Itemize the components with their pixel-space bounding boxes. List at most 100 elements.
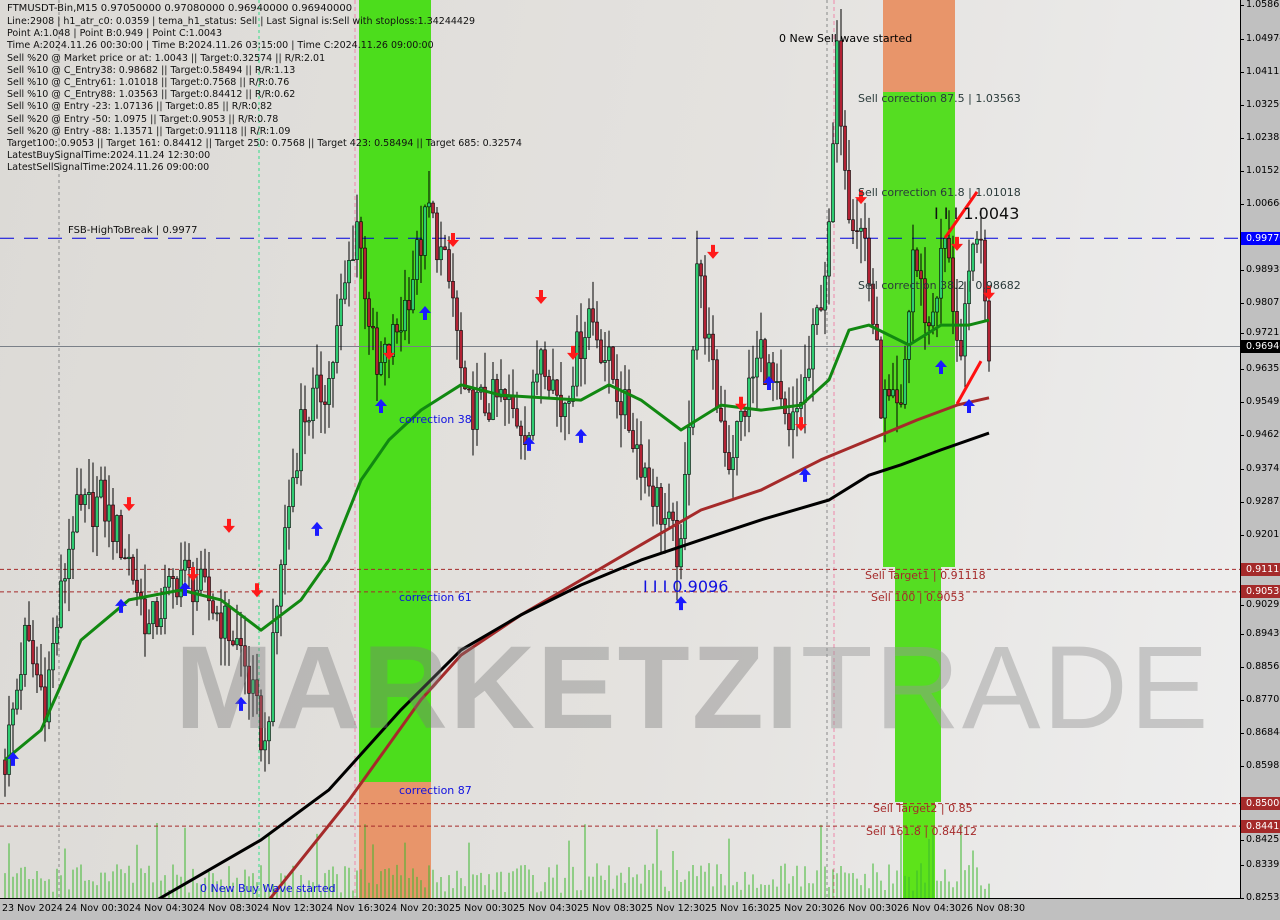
price-tick-label: 0.98939 [1240, 264, 1280, 276]
bull-candle [775, 381, 779, 384]
bear-candle [843, 125, 847, 171]
bull-candle [507, 396, 511, 400]
sell-arrow-icon [951, 236, 963, 251]
bear-candle [659, 487, 663, 525]
trend-segment [943, 191, 979, 239]
sell-100-label: Sell 100 | 0.9053 [871, 591, 965, 604]
bear-candle [723, 420, 727, 453]
bear-candle [143, 598, 147, 635]
bear-candle [319, 374, 323, 403]
sell-arrow-icon [735, 396, 747, 411]
buy-arrow-icon [963, 399, 975, 414]
bear-candle [547, 376, 551, 391]
bull-candle [539, 349, 543, 375]
bull-candle [147, 623, 151, 635]
bear-candle [187, 559, 191, 568]
bear-candle [719, 407, 723, 422]
bull-candle [411, 279, 415, 311]
bull-candle [883, 389, 887, 419]
bear-candle [463, 367, 467, 390]
bear-candle [647, 467, 651, 487]
time-tick-label: 24 Nov 12:30 [257, 903, 322, 914]
price-tick-label: 0.97215 [1240, 327, 1280, 339]
bull-candle [307, 420, 311, 423]
chart-plot-area[interactable]: MARKETZITRADE FTMUSDT-Bin,M15 0.97050000… [0, 0, 1241, 899]
bear-candle [487, 412, 491, 420]
bull-candle [7, 724, 11, 775]
bear-candle [899, 402, 903, 405]
sell-zone-green [883, 92, 955, 567]
bull-candle [163, 586, 167, 619]
buy-arrow-icon [575, 428, 587, 443]
sell-arrow-icon [123, 497, 135, 512]
bull-candle [15, 689, 19, 710]
time-tick-label: 23 Nov 2024 [2, 903, 63, 914]
price-tick-label: 0.83395 [1240, 859, 1280, 871]
bull-candle [567, 401, 571, 404]
buy-arrow-icon [523, 436, 535, 451]
bull-candle [151, 601, 155, 625]
price-chart[interactable] [0, 0, 1240, 898]
bear-candle [699, 263, 703, 277]
bear-candle [703, 275, 707, 339]
bull-candle [607, 346, 611, 361]
bull-candle [327, 378, 331, 405]
time-tick-label: 26 Nov 04:30 [897, 903, 962, 914]
bull-candle [95, 496, 99, 527]
bear-candle [431, 202, 435, 214]
bull-candle [939, 248, 943, 299]
bear-candle [631, 430, 635, 449]
info-line: Sell %10 @ C_Entry88: 1.03563 || Target:… [7, 89, 296, 101]
bear-candle [511, 396, 515, 410]
bear-candle [743, 410, 747, 417]
bear-candle [455, 297, 459, 331]
bull-candle [739, 410, 743, 422]
bear-candle [135, 579, 139, 593]
symbol-ohlc-line: FTMUSDT-Bin,M15 0.97050000 0.97080000 0.… [7, 3, 353, 14]
bull-candle [563, 402, 567, 417]
bear-candle [619, 401, 623, 416]
time-tick-label: 25 Nov 20:30 [769, 903, 834, 914]
bear-candle [123, 557, 127, 560]
bear-candle [31, 640, 35, 665]
bear-candle [879, 339, 883, 419]
time-tick-label: 26 Nov 00:30 [833, 903, 898, 914]
bull-candle [695, 263, 699, 351]
bear-candle [155, 601, 159, 627]
price-tick-label: 0.93741 [1240, 463, 1280, 475]
bull-candle [751, 376, 755, 379]
bear-candle [419, 239, 423, 256]
bear-candle [395, 324, 399, 333]
bear-candle [627, 389, 631, 431]
bull-candle [655, 487, 659, 507]
bear-candle [447, 249, 451, 282]
bear-candle [591, 308, 595, 323]
info-line: Line:2908 | h1_atr_c0: 0.0359 | tema_h1_… [7, 16, 476, 27]
bear-candle [175, 578, 179, 598]
bull-candle [571, 385, 575, 402]
info-line: Sell %20 @ Market price or at: 1.0043 ||… [7, 52, 326, 64]
sell-arrow-icon [855, 190, 867, 205]
bull-candle [747, 377, 751, 417]
bull-candle [731, 457, 735, 471]
bear-candle [959, 340, 963, 357]
price-tick-label: 0.86844 [1240, 727, 1280, 739]
bear-candle [983, 239, 987, 302]
sell-arrow-icon [795, 417, 807, 432]
bull-candle [423, 206, 427, 256]
bear-candle [715, 359, 719, 409]
bear-candle [875, 323, 879, 341]
bull-candle [107, 504, 111, 522]
buy-arrow-icon [763, 376, 775, 391]
price-tick-label: 1.01526 [1240, 165, 1280, 177]
bear-candle [779, 381, 783, 400]
sell-arrow-icon [187, 567, 199, 582]
sell-correction-382-label: Sell correction 38.2 | 0.98682 [858, 279, 1021, 292]
bull-candle [11, 708, 15, 726]
bear-candle [323, 401, 327, 405]
sell-arrow-icon [535, 290, 547, 305]
bear-candle [947, 238, 951, 259]
sell-zone-green-bottom [903, 802, 935, 898]
bear-candle [435, 212, 439, 261]
